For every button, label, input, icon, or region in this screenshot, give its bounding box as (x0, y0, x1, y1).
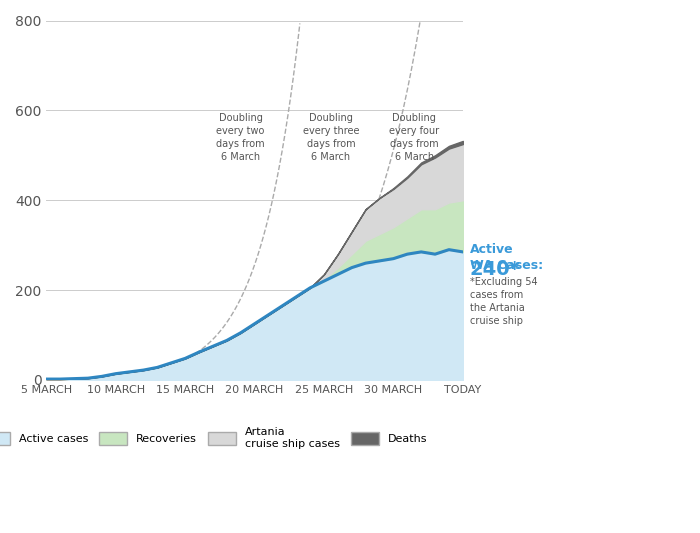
Text: Active
WA Cases:: Active WA Cases: (470, 243, 543, 272)
Text: Doubling
every three
days from
6 March: Doubling every three days from 6 March (302, 112, 359, 162)
Text: 240*: 240* (470, 260, 521, 279)
Text: Doubling
every four
days from
6 March: Doubling every four days from 6 March (389, 112, 440, 162)
Text: Doubling
every two
days from
6 March: Doubling every two days from 6 March (216, 112, 265, 162)
Text: *Excluding 54
cases from
the Artania
cruise ship: *Excluding 54 cases from the Artania cru… (470, 277, 538, 326)
Legend: Active cases, Recoveries, Artania
cruise ship cases, Deaths: Active cases, Recoveries, Artania cruise… (0, 423, 431, 454)
